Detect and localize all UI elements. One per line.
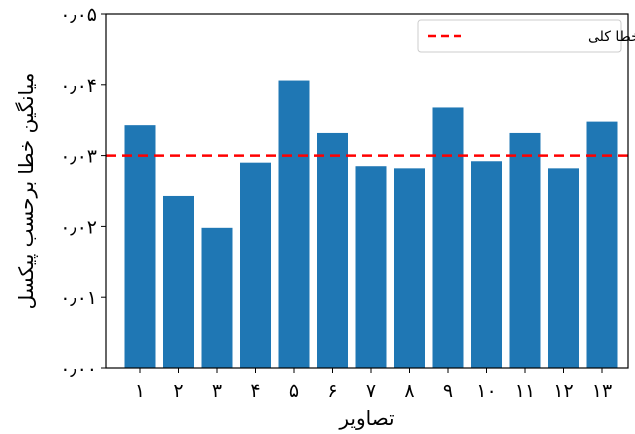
x-tick-label: ۱۲ — [553, 380, 573, 402]
x-tick-label: ۱۳ — [592, 380, 612, 402]
bar-5 — [278, 80, 310, 368]
legend-box — [417, 19, 622, 53]
y-tick-label: ۰٫۰۳ — [60, 146, 97, 168]
y-tick-label: ۰٫۰۴ — [60, 75, 97, 97]
bar-10 — [471, 161, 502, 368]
x-tick-label: ۶ — [327, 380, 337, 402]
legend: میانگین خطا کلی — [417, 19, 635, 53]
x-tick-label: ۱۰ — [476, 380, 496, 402]
bar-13 — [586, 121, 618, 368]
bar-12 — [548, 168, 579, 368]
y-axis-label: میانگین خطا برحسب پیکسل — [14, 73, 39, 310]
plot-frame — [105, 13, 629, 369]
x-tick-label: ۸ — [404, 380, 414, 402]
x-tick-label: ۹ — [443, 380, 453, 402]
bar-3 — [201, 227, 233, 368]
y-tick-label: ۰٫۰۲ — [60, 216, 97, 238]
x-tick-label: ۲ — [173, 380, 183, 402]
bar-1 — [124, 125, 156, 368]
bar-4 — [240, 162, 271, 368]
y-tick-label: ۰٫۰۰ — [60, 358, 97, 380]
bar-9 — [432, 107, 464, 369]
x-tick-label: ۱ — [135, 380, 145, 402]
y-tick-label: ۰٫۰۵ — [60, 4, 97, 26]
x-tick-label: ۱۱ — [515, 380, 535, 402]
x-axis-label: تصاویر — [338, 406, 394, 430]
bar-2 — [163, 195, 194, 368]
bar-7 — [355, 166, 387, 368]
y-axis: ۰٫۰۰ ۰٫۰۱ ۰٫۰۲ ۰٫۰۳ ۰٫۰۴ ۰٫۰۵ — [60, 4, 106, 380]
x-axis: ۱ ۲ ۳ ۴ ۵ ۶ ۷ ۸ ۹ ۱۰ ۱۱ ۱۲ ۱۳ — [135, 368, 612, 402]
x-tick-label: ۵ — [289, 380, 299, 402]
x-tick-label: ۳ — [212, 380, 222, 402]
legend-label: میانگین خطا کلی — [588, 28, 635, 45]
y-tick-label: ۰٫۰۱ — [60, 287, 97, 309]
x-tick-label: ۷ — [366, 380, 376, 402]
bar-11 — [509, 132, 541, 368]
bar-8 — [394, 168, 425, 368]
bars-group — [124, 80, 618, 369]
x-tick-label: ۴ — [250, 380, 260, 402]
bar-6 — [317, 132, 348, 368]
